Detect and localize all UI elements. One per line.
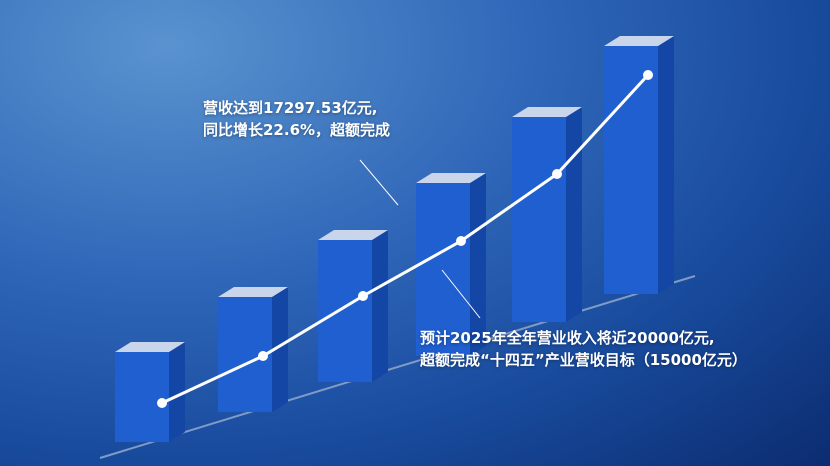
bar-side — [169, 342, 185, 442]
annotation-leader-2 — [441, 269, 481, 319]
annotation-line: 预计2025年全年营业收入将近20000亿元, — [420, 329, 715, 347]
annotation-line: 营收达到17297.53亿元, — [203, 99, 378, 117]
bar-side — [272, 287, 288, 412]
annotation-line: 超额完成“十四五”产业营收目标（15000亿元） — [420, 351, 747, 369]
bar-top — [115, 342, 185, 352]
trend-point — [358, 291, 368, 301]
trend-point — [258, 351, 268, 361]
bar — [218, 297, 272, 412]
bar-top — [218, 287, 288, 297]
bar-side — [566, 107, 582, 322]
annotation-forecast: 预计2025年全年营业收入将近20000亿元, 超额完成“十四五”产业营收目标（… — [420, 327, 747, 371]
trend-point — [643, 70, 653, 80]
annotation-revenue: 营收达到17297.53亿元, 同比增长22.6%，超额完成 — [203, 97, 390, 141]
baseline — [99, 275, 696, 459]
annotation-line: 同比增长22.6%，超额完成 — [203, 121, 391, 139]
bar — [604, 46, 658, 294]
trend-point — [456, 236, 466, 246]
bar-top — [318, 230, 388, 240]
bar-top — [416, 173, 486, 183]
bar-side — [658, 36, 674, 294]
annotation-leader-1 — [359, 159, 399, 206]
trend-point — [552, 169, 562, 179]
bar — [416, 183, 470, 356]
trend-point — [157, 398, 167, 408]
bar-side — [372, 230, 388, 382]
bar — [318, 240, 372, 382]
bar — [115, 352, 169, 442]
bar — [512, 117, 566, 322]
bar-top — [604, 36, 674, 46]
trend-line — [161, 73, 650, 405]
bar-top — [512, 107, 582, 117]
